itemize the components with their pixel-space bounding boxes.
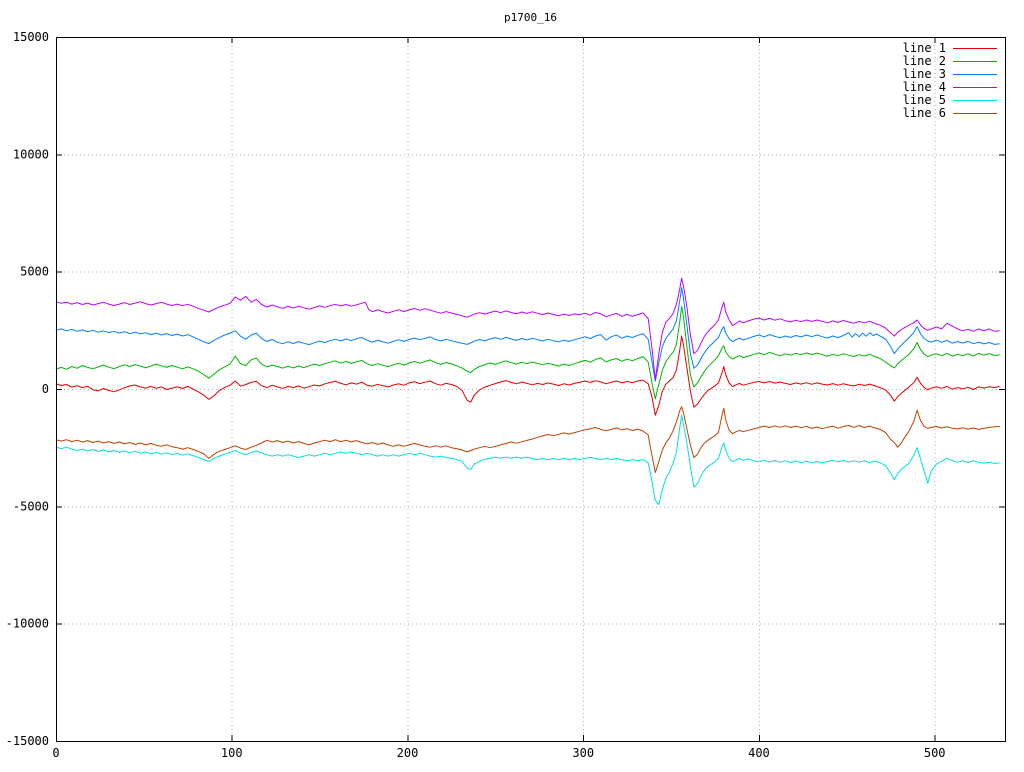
x-axis-tick-label: 400 bbox=[748, 746, 770, 760]
legend-label: line 6 bbox=[903, 106, 946, 120]
y-axis-tick-label: -10000 bbox=[6, 617, 49, 631]
x-axis-tick-label: 300 bbox=[572, 746, 594, 760]
x-axis-tick-label: 100 bbox=[221, 746, 243, 760]
series-line-6 bbox=[55, 406, 1000, 473]
axis-border bbox=[56, 37, 1006, 742]
y-axis-tick-label: 5000 bbox=[20, 265, 49, 279]
x-axis-tick-label: 200 bbox=[397, 746, 419, 760]
series-line-2 bbox=[55, 305, 1000, 400]
x-axis-tick-label: 0 bbox=[52, 746, 59, 760]
x-axis-tick-label: 500 bbox=[924, 746, 946, 760]
series-line-3 bbox=[55, 287, 1000, 382]
series-line-5 bbox=[55, 414, 1000, 506]
legend-label: line 1 bbox=[903, 41, 946, 55]
legend-label: line 3 bbox=[903, 67, 946, 81]
y-axis-tick-label: 10000 bbox=[13, 147, 49, 161]
chart-title: p1700_16 bbox=[504, 11, 557, 24]
y-axis-tick-label: -5000 bbox=[13, 499, 49, 513]
series-line-4 bbox=[55, 277, 1000, 381]
y-axis-tick-label: 15000 bbox=[13, 30, 49, 44]
series-line-1 bbox=[55, 335, 1000, 416]
legend-label: line 2 bbox=[903, 54, 946, 68]
legend-label: line 5 bbox=[903, 93, 946, 107]
y-axis-tick-label: 0 bbox=[42, 382, 49, 396]
legend-label: line 4 bbox=[903, 80, 946, 94]
y-axis-tick-label: -15000 bbox=[6, 734, 49, 748]
